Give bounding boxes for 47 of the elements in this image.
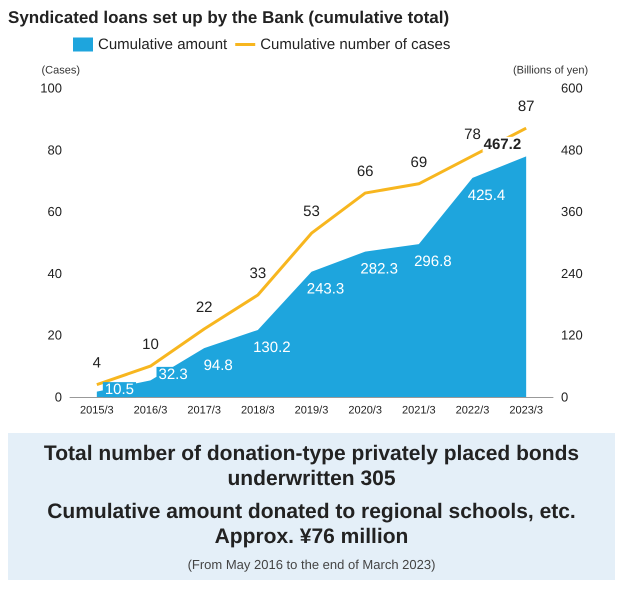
x-tick-label: 2021/3 bbox=[402, 404, 436, 416]
y2-tick-label: 240 bbox=[561, 266, 583, 281]
y-tick-label: 0 bbox=[54, 390, 62, 404]
data-label: 467.2 bbox=[484, 136, 522, 153]
y2-tick-label: 480 bbox=[561, 142, 583, 158]
y-tick-label: 20 bbox=[48, 328, 62, 343]
y-tick-label: 40 bbox=[48, 266, 62, 281]
x-tick-label: 2019/3 bbox=[294, 404, 328, 416]
data-label: 130.2 bbox=[253, 338, 291, 356]
y-tick-label: 80 bbox=[48, 142, 62, 158]
data-label: 69 bbox=[410, 154, 428, 171]
y2-axis-title: (Billions of yen) bbox=[513, 64, 588, 76]
x-tick-label: 2023/3 bbox=[509, 404, 543, 416]
chart-title: Syndicated loans set up by the Bank (cumulative total) bbox=[8, 8, 450, 29]
text: (From May 2016 to the end of March 2023) bbox=[186, 557, 436, 572]
data-label: 10 bbox=[142, 336, 159, 354]
y2-tick-label: 120 bbox=[561, 328, 583, 343]
data-label: 94.8 bbox=[204, 357, 233, 374]
data-label: 243.3 bbox=[306, 280, 344, 298]
text: Cumulative amount donated to regional schools, etc. Approx. ¥76 million bbox=[46, 499, 577, 549]
y2-tick-label: 600 bbox=[561, 80, 583, 96]
data-label: 33 bbox=[249, 265, 266, 282]
text: Total number of donation-type privately placed bonds underwritten 305 bbox=[42, 441, 580, 491]
data-label: 32.3 bbox=[158, 366, 188, 383]
x-tick-label: 2016/3 bbox=[134, 404, 168, 416]
y-tick-label: 100 bbox=[40, 80, 62, 96]
y2-tick-label: 0 bbox=[561, 390, 568, 404]
data-label: 296.8 bbox=[414, 253, 452, 270]
legend-label: Cumulative number of cases bbox=[260, 36, 450, 53]
x-tick-label: 2017/3 bbox=[187, 404, 221, 416]
data-label: 87 bbox=[518, 98, 535, 116]
x-tick-label: 2018/3 bbox=[241, 404, 275, 416]
data-label: 4 bbox=[92, 354, 102, 372]
data-label: 10.5 bbox=[104, 381, 134, 398]
data-label: 22 bbox=[196, 299, 213, 316]
data-label: 282.3 bbox=[360, 260, 398, 278]
x-tick-label: 2022/3 bbox=[456, 404, 490, 416]
data-label: 425.4 bbox=[468, 186, 506, 204]
legend-label: Cumulative amount bbox=[98, 36, 228, 53]
x-tick-label: 2015/3 bbox=[80, 404, 114, 416]
data-label: 78 bbox=[464, 126, 481, 143]
y2-tick-label: 360 bbox=[561, 204, 583, 220]
data-label: 53 bbox=[303, 203, 320, 220]
y-tick-label: 60 bbox=[48, 204, 62, 220]
data-label: 66 bbox=[356, 163, 374, 180]
x-tick-label: 2020/3 bbox=[348, 404, 382, 416]
y-axis-title: (Cases) bbox=[41, 64, 80, 76]
